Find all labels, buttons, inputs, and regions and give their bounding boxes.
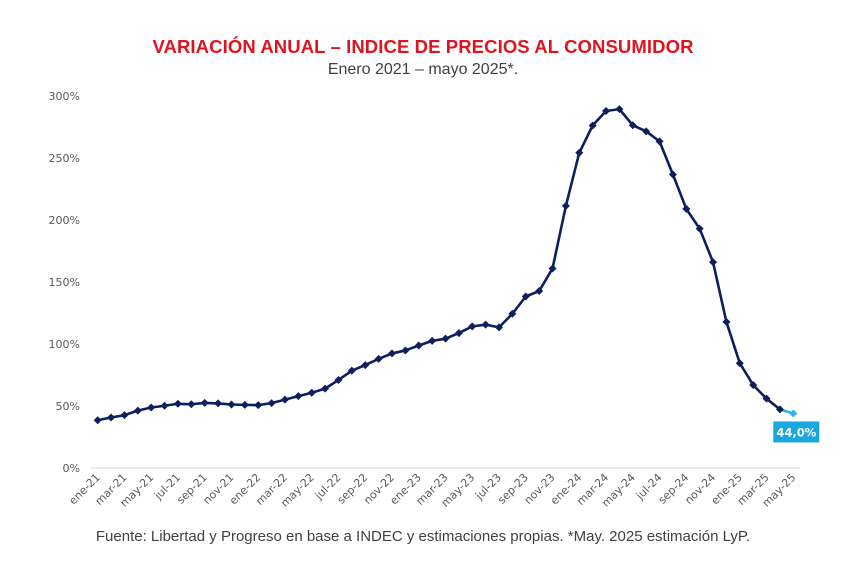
chart-title: VARIACIÓN ANUAL – INDICE DE PRECIOS AL C…	[152, 36, 694, 57]
data-point	[200, 398, 209, 407]
data-point	[280, 395, 289, 404]
y-tick-label: 100%	[49, 338, 80, 351]
y-axis: 0% 50% 100% 150% 200% 250% 300%	[49, 90, 80, 475]
y-tick-label: 0%	[63, 462, 80, 475]
data-point	[347, 366, 356, 375]
data-point	[120, 411, 129, 420]
data-point	[749, 381, 758, 390]
data-point	[227, 400, 236, 409]
data-point	[508, 309, 517, 318]
data-point	[521, 292, 530, 301]
chart-subtitle: Enero 2021 – mayo 2025*.	[327, 61, 519, 78]
data-point	[481, 320, 490, 329]
data-point	[441, 334, 450, 343]
data-point	[628, 121, 637, 130]
data-point	[668, 170, 677, 179]
y-tick-label: 150%	[49, 276, 80, 289]
annotation-group: 44,0%	[773, 421, 820, 443]
data-point	[428, 336, 437, 345]
data-point	[655, 137, 664, 146]
data-point	[93, 416, 102, 425]
data-point	[695, 224, 704, 233]
data-point	[214, 399, 223, 408]
data-point	[642, 127, 651, 136]
data-point	[682, 204, 691, 213]
data-point	[548, 264, 557, 273]
data-point	[468, 322, 477, 331]
data-point	[374, 354, 383, 363]
data-point	[187, 400, 196, 409]
data-point	[334, 375, 343, 384]
data-point	[294, 392, 303, 401]
data-point	[267, 399, 276, 408]
data-point	[709, 258, 718, 267]
data-point	[775, 405, 784, 414]
y-tick-label: 300%	[49, 90, 80, 103]
data-point	[735, 359, 744, 368]
series-group	[93, 105, 798, 425]
data-point	[307, 388, 316, 397]
y-tick-label: 200%	[49, 214, 80, 227]
data-point	[414, 341, 423, 350]
data-point	[173, 399, 182, 408]
data-point	[240, 400, 249, 409]
y-tick-label: 250%	[49, 152, 80, 165]
data-point	[147, 403, 156, 412]
data-point	[254, 401, 263, 410]
data-point	[602, 107, 611, 116]
data-point	[561, 201, 570, 210]
data-point	[722, 317, 731, 326]
estimate-data-point	[789, 409, 798, 418]
y-tick-label: 50%	[56, 400, 80, 413]
series-line	[97, 107, 781, 422]
data-point	[133, 406, 142, 415]
data-point	[762, 394, 771, 403]
data-point	[401, 346, 410, 355]
estimate-label-box	[773, 421, 820, 443]
data-point	[454, 329, 463, 338]
data-point	[588, 121, 597, 130]
data-point	[495, 323, 504, 332]
data-point	[615, 105, 624, 114]
data-point	[361, 361, 370, 370]
data-point	[321, 384, 330, 393]
data-point	[160, 401, 169, 410]
data-point	[535, 287, 544, 296]
data-point	[107, 413, 116, 422]
x-axis: ene-21mar-21may-21jul-21sep-21nov-21ene-…	[66, 471, 798, 510]
estimate-data-label: 44,0%	[776, 425, 816, 439]
data-point	[575, 148, 584, 157]
chart-source-note: Fuente: Libertad y Progreso en base a IN…	[95, 528, 751, 545]
data-point	[387, 349, 396, 358]
